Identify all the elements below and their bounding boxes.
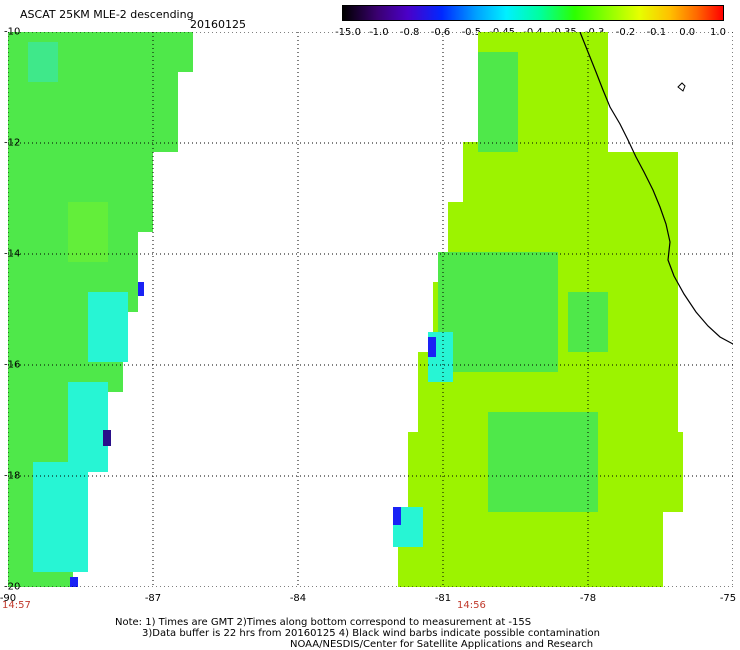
colorbar-tick-label: 0.0 [679, 27, 696, 38]
longitude-label: -81 [434, 593, 452, 604]
left-swath-variation [28, 42, 58, 82]
product-date: 20160125 [190, 18, 246, 31]
latitude-label: -18 [4, 470, 21, 482]
island-outline [677, 82, 686, 92]
left-swath-variation [68, 202, 108, 262]
coastline [579, 32, 733, 345]
longitude-label: -90 [0, 593, 17, 604]
latitude-label: -14 [4, 248, 21, 260]
left-swath-segment [8, 72, 178, 152]
left-swath-blue-cell [70, 577, 78, 587]
footer-note-line1: Note: 1) Times are GMT 2)Times along bot… [115, 617, 532, 628]
right-swath-blue-cell [428, 337, 436, 357]
longitude-label: -84 [289, 593, 307, 604]
colorbar-tick-label: -1.0 [369, 27, 389, 38]
right-swath-variation [488, 412, 598, 512]
latitude-label: -10 [4, 26, 21, 38]
right-swath-east-edge [608, 152, 678, 402]
longitude-label: -75 [719, 593, 737, 604]
latitude-label: -12 [4, 137, 21, 149]
left-swath-indigo-cell [103, 430, 111, 446]
left-swath-cyan-band [68, 382, 108, 472]
map-plot [8, 32, 733, 587]
longitude-label: -87 [144, 593, 162, 604]
right-swath-variation [478, 52, 518, 152]
product-title: ASCAT 25KM MLE-2 descending [20, 8, 194, 21]
right-swath-variation [438, 252, 558, 372]
colorbar-tick-label: -0.8 [399, 27, 420, 38]
longitude-label: -78 [579, 593, 597, 604]
swath-time-left: 14:57 [2, 600, 31, 611]
latitude-label: -20 [4, 581, 21, 593]
footer-credit: NOAA/NESDIS/Center for Satellite Applica… [290, 639, 594, 650]
right-swath-segment [398, 512, 663, 587]
colorbar-tick-label: -0.5 [461, 27, 482, 38]
colorbar-tick-label: -0.2 [615, 27, 636, 38]
right-swath-blue-cell [393, 507, 401, 525]
latitude-label: -16 [4, 359, 21, 371]
left-swath-cyan-band [33, 462, 88, 572]
left-swath-blue-cell [138, 282, 144, 296]
colorbar-tick-label: 1.0 [710, 27, 726, 38]
left-swath-cyan-band [88, 292, 128, 362]
footer-note-line2: 3)Data buffer is 22 hrs from 20160125 4)… [142, 628, 600, 639]
colorbar [342, 5, 724, 21]
swath-time-right: 14:56 [457, 600, 486, 611]
